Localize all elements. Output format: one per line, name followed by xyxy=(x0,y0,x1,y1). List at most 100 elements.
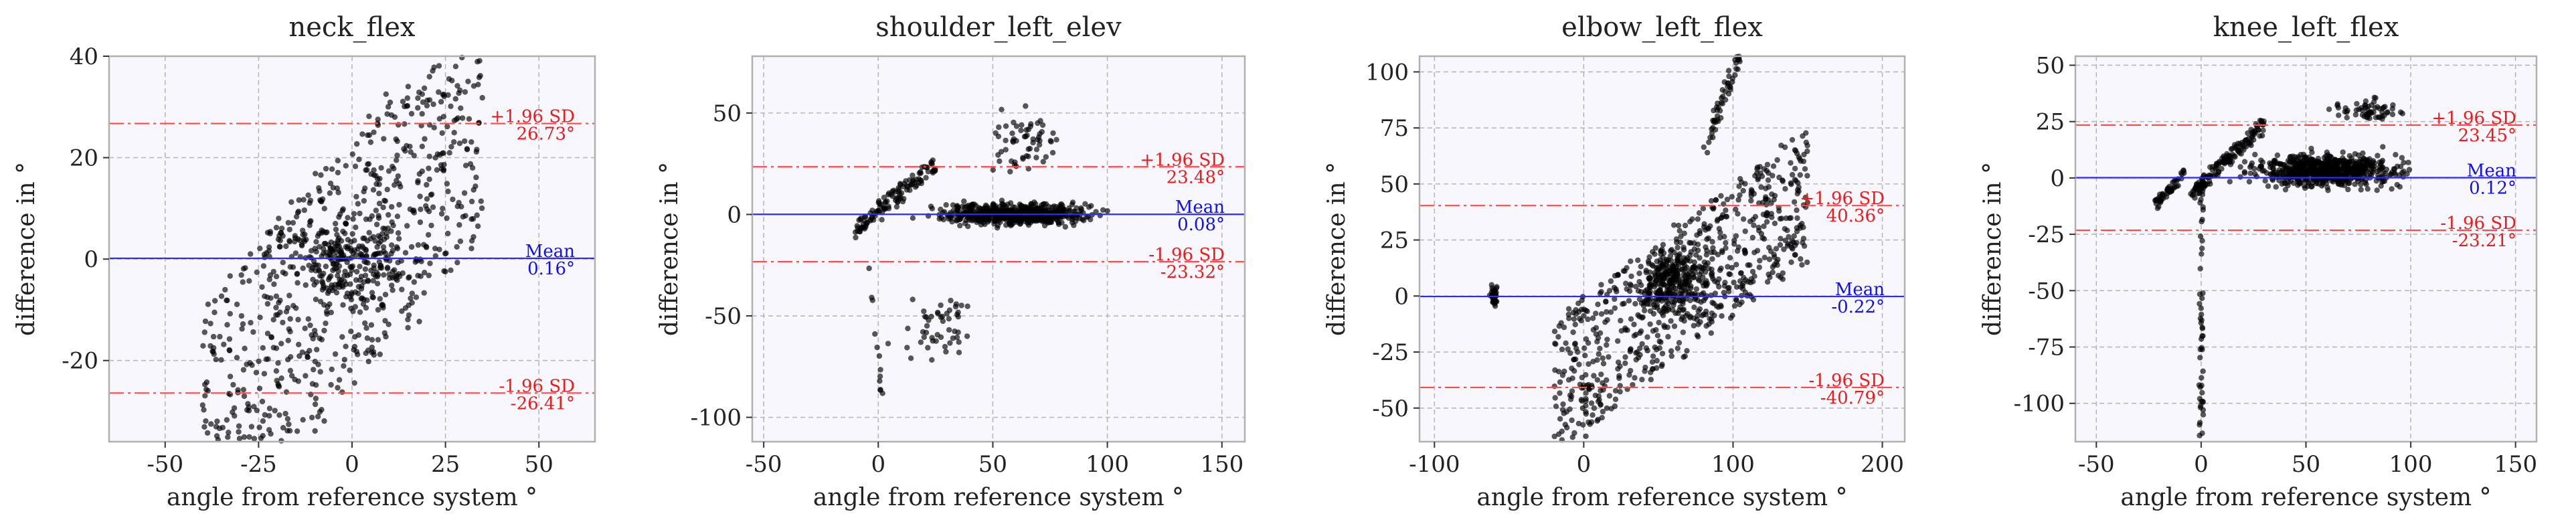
y-tick-label: -100 xyxy=(691,405,742,432)
data-point xyxy=(1700,205,1707,211)
data-point xyxy=(1596,397,1602,403)
data-point xyxy=(1737,270,1744,276)
data-point xyxy=(2174,183,2180,189)
data-point xyxy=(1685,311,1691,317)
data-point xyxy=(1717,234,1723,241)
data-point xyxy=(310,276,316,282)
data-point xyxy=(389,282,395,288)
data-point xyxy=(347,245,353,252)
data-point xyxy=(2397,163,2404,170)
data-point xyxy=(280,269,286,276)
data-point xyxy=(1069,199,1076,205)
x-tick-label: 100 xyxy=(2389,451,2433,478)
x-tick-label: 0 xyxy=(1577,451,1592,478)
data-point xyxy=(1735,244,1741,250)
data-point xyxy=(370,349,377,355)
data-point xyxy=(227,373,234,379)
data-point xyxy=(1040,159,1047,165)
data-point xyxy=(1770,163,1777,169)
data-point xyxy=(445,230,451,237)
data-point xyxy=(1598,282,1604,288)
data-point xyxy=(406,312,412,319)
x-axis-label: angle from reference system ° xyxy=(813,484,1184,511)
data-point xyxy=(213,424,220,430)
data-point xyxy=(2153,201,2159,207)
data-point xyxy=(1797,172,1803,178)
data-point xyxy=(2321,155,2327,161)
data-point xyxy=(2247,170,2253,177)
data-point xyxy=(336,377,343,383)
data-point xyxy=(1788,180,1794,186)
data-point xyxy=(1705,226,1712,232)
data-point xyxy=(2271,159,2278,165)
data-point xyxy=(955,314,962,320)
data-point xyxy=(1583,390,1589,396)
data-point xyxy=(2302,185,2308,191)
data-point xyxy=(369,294,375,300)
data-point xyxy=(934,309,941,316)
data-point xyxy=(278,226,285,232)
y-axis-label: difference in ° xyxy=(1323,162,1351,336)
data-point xyxy=(439,130,445,136)
data-point xyxy=(303,282,309,288)
data-point xyxy=(1612,387,1619,393)
data-point xyxy=(1725,264,1731,270)
data-point xyxy=(946,316,952,322)
data-point xyxy=(2327,163,2333,170)
data-point xyxy=(1039,122,1046,128)
chart-title: shoulder_left_elev xyxy=(875,12,1122,43)
x-tick-label: 50 xyxy=(2292,451,2320,478)
data-point xyxy=(1777,242,1784,248)
data-point xyxy=(918,339,924,345)
data-point xyxy=(1709,239,1715,245)
data-point xyxy=(1606,354,1612,360)
data-point xyxy=(1022,218,1028,224)
data-point xyxy=(363,259,369,266)
x-tick-label: 0 xyxy=(345,451,359,478)
data-point xyxy=(1009,130,1015,137)
data-point xyxy=(2282,187,2289,193)
data-point xyxy=(1759,173,1766,179)
data-point xyxy=(458,105,464,111)
x-tick-label: 150 xyxy=(1200,451,1243,478)
data-point xyxy=(408,244,415,250)
data-point xyxy=(1003,147,1009,153)
data-point xyxy=(929,205,936,211)
data-point xyxy=(2274,152,2281,159)
data-point xyxy=(286,226,292,233)
data-point xyxy=(1594,377,1601,383)
data-point xyxy=(1659,361,1665,367)
data-point xyxy=(454,260,460,266)
data-point xyxy=(1801,243,1808,249)
data-point xyxy=(319,273,325,279)
data-point xyxy=(212,298,218,304)
data-point xyxy=(2200,407,2207,413)
y-tick-label: -25 xyxy=(1372,339,1409,366)
data-point xyxy=(448,103,454,109)
data-point xyxy=(284,304,291,311)
data-point xyxy=(377,262,384,269)
data-point xyxy=(1043,201,1049,207)
data-point xyxy=(1712,126,1719,133)
data-point xyxy=(881,194,887,201)
data-point xyxy=(1670,222,1677,228)
data-point xyxy=(1039,202,1045,208)
upper-value-label: 40.36° xyxy=(1826,206,1885,226)
data-point xyxy=(904,187,910,193)
data-point xyxy=(443,250,449,256)
data-point xyxy=(1675,244,1681,251)
data-point xyxy=(268,335,274,341)
data-point xyxy=(452,96,458,102)
data-point xyxy=(1733,66,1739,72)
data-point xyxy=(2352,163,2358,170)
data-point xyxy=(239,326,245,332)
data-point xyxy=(1791,233,1797,239)
data-point xyxy=(1717,108,1723,114)
data-point xyxy=(1709,270,1715,276)
data-point xyxy=(307,197,314,203)
data-point xyxy=(1710,245,1716,251)
data-point xyxy=(2238,143,2244,149)
lower-label: -1.96 SD xyxy=(1148,245,1225,265)
data-point xyxy=(1709,310,1715,317)
data-point xyxy=(1725,91,1732,97)
